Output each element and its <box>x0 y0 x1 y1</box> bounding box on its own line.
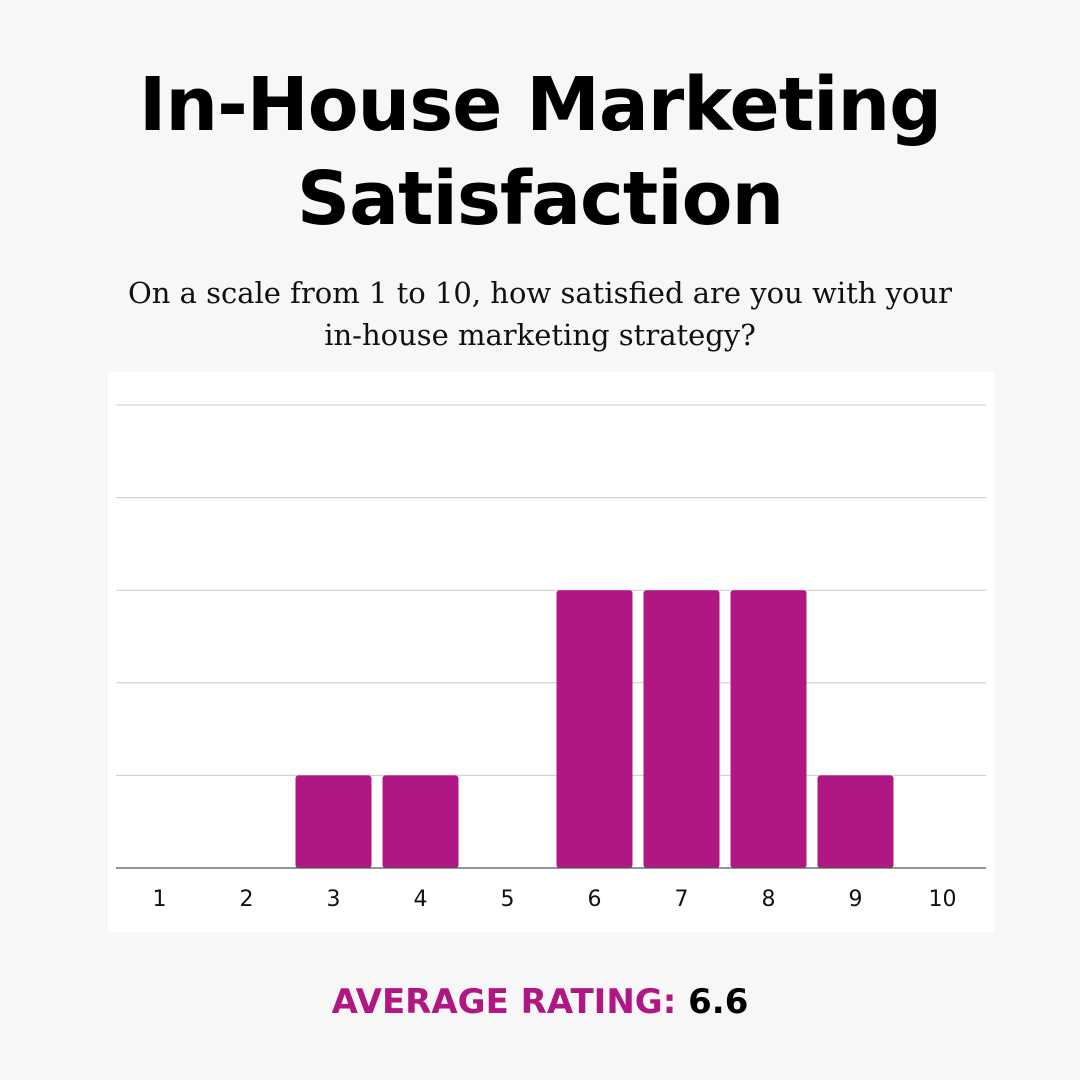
bar-rating-9 <box>817 775 894 868</box>
x-tick-label-7: 7 <box>675 887 689 912</box>
x-tick-label-1: 1 <box>153 887 167 912</box>
average-rating: AVERAGE RATING: 6.6 <box>0 980 1080 1024</box>
title-line-2: Satisfaction <box>296 156 784 242</box>
bar-rating-6 <box>556 590 633 868</box>
bar-chart: 1 2 3 4 5 6 7 8 9 10 <box>116 404 986 912</box>
question-line-1: On a scale from 1 to 10, how satisfied a… <box>127 276 953 310</box>
average-rating-label: AVERAGE RATING: <box>331 982 677 1022</box>
survey-question: On a scale from 1 to 10, how satisfied a… <box>100 272 980 356</box>
bar-rating-7 <box>643 590 720 868</box>
average-rating-value: 6.6 <box>688 982 749 1022</box>
x-tick-label-5: 5 <box>501 887 515 912</box>
x-tick-label-3: 3 <box>327 887 341 912</box>
x-tick-label-2: 2 <box>240 887 254 912</box>
question-line-2: in-house marketing strategy? <box>324 318 756 352</box>
x-tick-label-6: 6 <box>588 887 602 912</box>
chart-card: 1 2 3 4 5 6 7 8 9 10 <box>108 372 995 932</box>
x-tick-label-4: 4 <box>414 887 428 912</box>
title-line-1: In-House Marketing <box>138 62 942 148</box>
x-tick-label-10: 10 <box>929 887 957 912</box>
page-title: In-House Marketing Satisfaction <box>0 58 1080 246</box>
bar-rating-3 <box>295 775 372 868</box>
bar-rating-4 <box>382 775 459 868</box>
x-tick-label-8: 8 <box>762 887 776 912</box>
x-tick-label-9: 9 <box>849 887 863 912</box>
bar-rating-8 <box>730 590 807 868</box>
